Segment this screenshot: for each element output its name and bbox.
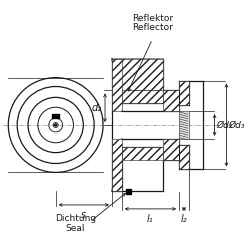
Polygon shape	[112, 59, 163, 103]
Circle shape	[55, 124, 57, 126]
Text: Ød₃: Ød₃	[228, 120, 245, 130]
Polygon shape	[163, 80, 189, 111]
Text: Seal: Seal	[66, 224, 85, 233]
Bar	[179, 111, 189, 139]
Text: l₁: l₁	[147, 214, 154, 224]
Text: Ød₁: Ød₁	[216, 120, 233, 130]
Text: Dichtung: Dichtung	[55, 214, 96, 223]
Polygon shape	[112, 139, 122, 191]
Polygon shape	[163, 139, 189, 170]
Polygon shape	[126, 189, 131, 194]
Text: l₂: l₂	[181, 214, 187, 224]
Text: Reflektor: Reflektor	[132, 14, 173, 23]
Polygon shape	[112, 59, 122, 111]
Text: Reflector: Reflector	[132, 23, 173, 32]
Polygon shape	[122, 90, 163, 103]
Polygon shape	[122, 147, 163, 160]
Polygon shape	[52, 114, 59, 118]
Text: d₂: d₂	[92, 103, 102, 113]
Text: s: s	[81, 210, 86, 220]
Polygon shape	[112, 59, 163, 90]
